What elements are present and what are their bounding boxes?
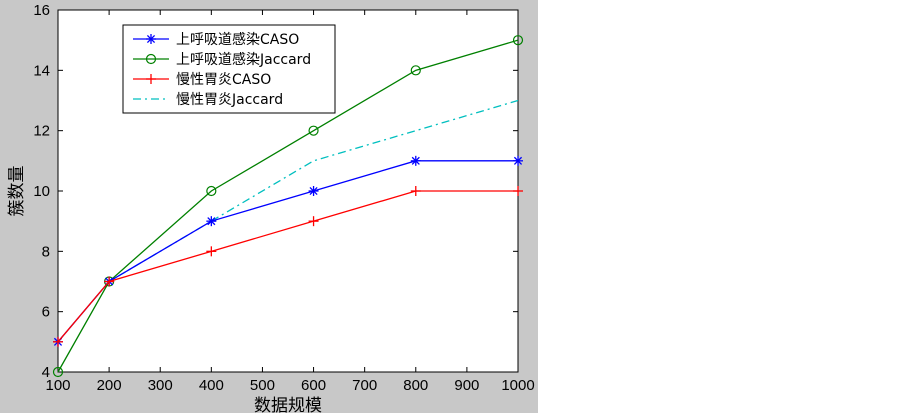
data-point: [308, 186, 319, 196]
y-tick-label: 16: [33, 2, 50, 19]
y-tick-label: 10: [33, 183, 50, 200]
legend-label: 慢性胃炎CASO: [176, 71, 271, 88]
x-tick-label: 600: [301, 377, 326, 394]
x-axis-title: 数据规模: [254, 396, 322, 413]
series-3: [53, 186, 523, 347]
y-tick-label: 4: [42, 364, 50, 381]
series-line: [57, 99, 519, 343]
x-tick-label: 200: [97, 377, 122, 394]
x-tick-label: 100: [45, 377, 70, 394]
data-point: [104, 276, 115, 287]
legend: 上呼吸道感染CASO 上呼吸道感染Jaccard 慢性胃炎CASO 慢性胃炎Jacca…: [122, 24, 336, 114]
legend-label: 慢性胃炎Jaccard: [176, 91, 283, 108]
chart-figure: 100 200 300 400 500 600 700 800 900 1000 4 6 8 10 12 14…: [0, 0, 538, 413]
legend-item: 上呼吸道感染CASO: [133, 31, 299, 48]
x-tick-label: 400: [199, 377, 224, 394]
y-axis-title: 簇数量: [7, 166, 27, 217]
legend-marker: [146, 34, 156, 44]
series-line: [57, 190, 518, 343]
y-tick-label: 14: [33, 62, 50, 79]
legend-label: 上呼吸道感染Jaccard: [176, 51, 311, 68]
x-tick-label: 1000: [501, 377, 534, 394]
x-tick-label: 800: [403, 377, 428, 394]
series-4: [57, 99, 519, 343]
legend-item: 上呼吸道感染Jaccard: [133, 51, 311, 68]
y-tick-label: 8: [42, 243, 50, 260]
y-tick-label: 12: [33, 123, 50, 140]
legend-item: 慢性胃炎CASO: [133, 71, 271, 88]
data-point: [206, 246, 217, 257]
legend-marker: [146, 74, 156, 84]
data-point: [53, 336, 63, 347]
data-point: [513, 155, 523, 166]
data-point: [410, 155, 421, 166]
data-point: [513, 186, 523, 196]
data-point: [52, 366, 64, 378]
series-layer: [52, 35, 524, 378]
ticks-layer: 100 200 300 400 500 600 700 800 900 1000 4 6 8 10 12 14…: [33, 2, 534, 394]
data-point: [206, 216, 217, 227]
y-tick-label: 6: [42, 304, 50, 321]
data-point: [308, 216, 319, 227]
x-tick-label: 300: [148, 377, 173, 394]
series-line: [57, 39, 519, 373]
data-point: [512, 35, 524, 46]
x-tick-label: 500: [250, 377, 275, 394]
legend-marker: [145, 53, 157, 65]
data-point: [410, 65, 421, 76]
line-chart: 100 200 300 400 500 600 700 800 900 1000 4 6 8 10 12 14…: [7, 2, 535, 413]
data-point: [410, 186, 421, 196]
x-tick-label: 700: [352, 377, 377, 394]
legend-label: 上呼吸道感染CASO: [176, 31, 299, 48]
data-point: [206, 185, 217, 197]
legend-box: [122, 24, 336, 114]
data-point: [308, 125, 319, 136]
x-tick-label: 900: [454, 377, 479, 394]
legend-item: 慢性胃炎Jaccard: [133, 91, 283, 108]
